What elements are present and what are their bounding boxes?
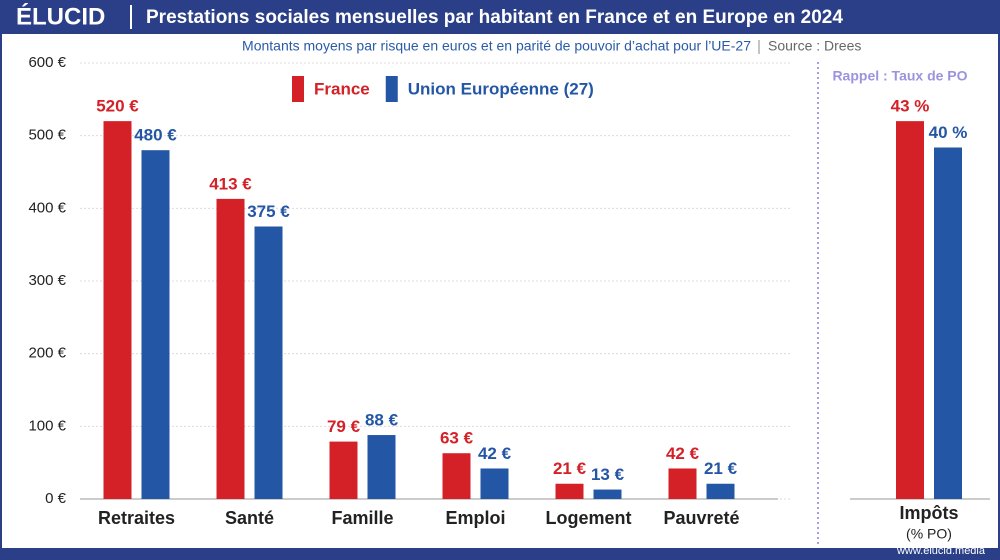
value-label: 413 €	[209, 174, 252, 193]
x-tick-label: Retraites	[98, 508, 175, 528]
x-tick-label: Impôts	[899, 503, 958, 523]
x-tick-label: Santé	[225, 508, 274, 528]
footer-url: www.elucid.media	[896, 545, 986, 557]
bar	[668, 468, 697, 499]
value-label: 13 €	[591, 465, 625, 484]
y-tick-label: 100 €	[28, 417, 66, 434]
value-label: 21 €	[553, 459, 587, 478]
bar	[480, 468, 509, 499]
legend-label: France	[314, 79, 370, 98]
bar	[706, 483, 735, 499]
side-title: Rappel : Taux de PO	[832, 68, 967, 84]
bar	[216, 198, 245, 500]
value-label: 79 €	[327, 417, 361, 436]
bar	[367, 435, 396, 499]
bar	[934, 147, 962, 499]
header-band	[0, 0, 1000, 34]
y-tick-label: 300 €	[28, 272, 66, 289]
y-tick-label: 400 €	[28, 199, 66, 216]
logo: ÉLUCID	[16, 2, 105, 30]
legend-label: Union Européenne (27)	[408, 79, 594, 98]
y-tick-label: 200 €	[28, 345, 66, 362]
header-title: Prestations sociales mensuelles par habi…	[146, 7, 843, 28]
bar	[555, 483, 584, 499]
bar	[329, 441, 358, 499]
x-tick-label: Pauvreté	[663, 508, 739, 528]
value-label: 88 €	[365, 411, 399, 430]
value-label: 40 %	[929, 123, 968, 142]
bar	[141, 150, 170, 499]
bar	[896, 121, 924, 499]
bar	[254, 226, 283, 499]
value-label: 375 €	[247, 202, 290, 221]
value-label: 42 €	[666, 444, 700, 463]
y-tick-label: 600 €	[28, 54, 66, 71]
bar	[593, 489, 622, 499]
y-tick-label: 0 €	[45, 490, 67, 507]
value-label: 520 €	[96, 97, 139, 116]
unit-label: (% PO)	[906, 526, 952, 542]
legend-swatch	[385, 76, 398, 102]
subtitle: Montants moyens par risque en euros et e…	[242, 38, 751, 54]
value-label: 43 %	[891, 97, 930, 116]
source: Source : Drees	[768, 38, 861, 54]
x-tick-label: Logement	[545, 508, 631, 528]
value-label: 21 €	[704, 459, 738, 478]
value-label: 480 €	[134, 126, 177, 145]
bar	[103, 121, 132, 499]
x-tick-label: Famille	[331, 508, 393, 528]
bar	[442, 453, 471, 499]
value-label: 42 €	[478, 444, 512, 463]
x-tick-label: Emploi	[445, 508, 505, 528]
y-tick-label: 500 €	[28, 127, 66, 144]
footer-band	[0, 548, 1000, 560]
value-label: 63 €	[440, 429, 474, 448]
legend-swatch	[292, 76, 304, 102]
